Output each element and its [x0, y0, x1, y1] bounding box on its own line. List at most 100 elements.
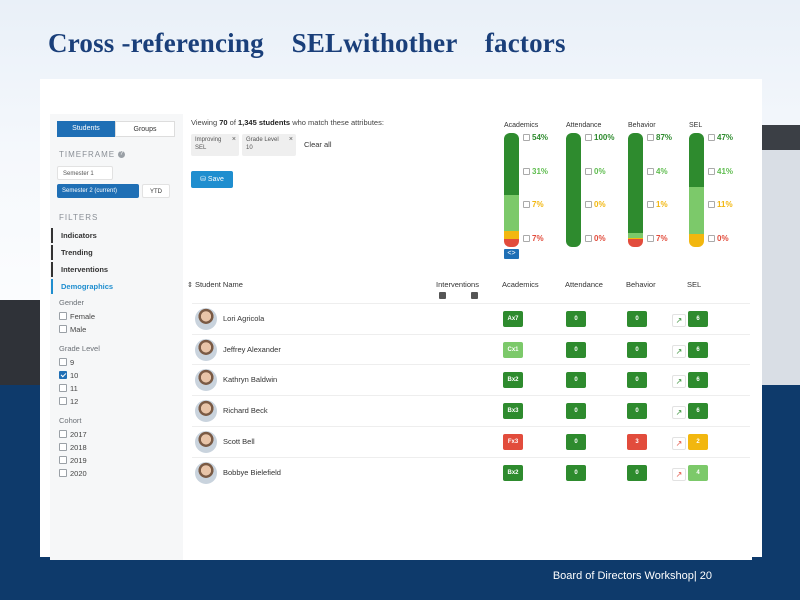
attendance-indicator[interactable]: 0 [566, 464, 586, 481]
filter-checkbox[interactable] [647, 134, 654, 141]
sel-indicator[interactable]: 6 [688, 403, 708, 420]
filter-interventions[interactable]: Interventions [51, 262, 181, 277]
table-row[interactable]: Bobbye Bielefield Bx2 0 0 ↗ 4 [192, 456, 750, 487]
filter-checkbox[interactable] [708, 235, 715, 242]
close-icon[interactable]: × [231, 136, 236, 143]
summary-percent-filter[interactable]: 0% [585, 200, 606, 210]
trend-arrow-icon[interactable]: ↗ [672, 375, 686, 389]
sel-indicator[interactable]: 4 [688, 464, 708, 481]
behavior-indicator[interactable]: 0 [627, 464, 647, 481]
cohort-2018-checkbox[interactable]: 2018 [59, 442, 87, 453]
attendance-header[interactable]: Attendance [565, 280, 603, 289]
bar-segment-red[interactable] [504, 238, 519, 247]
student-name-link[interactable]: Richard Beck [223, 406, 268, 416]
filter-checkbox[interactable] [647, 235, 654, 242]
sel-indicator[interactable]: 6 [688, 372, 708, 389]
student-name-link[interactable]: Scott Bell [223, 436, 255, 446]
table-row[interactable]: Lori Agricola Ax7 0 0 ↗ 6 [192, 303, 750, 333]
grade-10-checkbox[interactable]: 10 [59, 370, 78, 381]
table-row[interactable]: Scott Bell Fx3 0 3 ↗ 2 [192, 425, 750, 456]
bar-segment-yellow[interactable] [689, 234, 704, 247]
sel-indicator[interactable]: 2 [688, 433, 708, 450]
trend-arrow-icon[interactable]: ↗ [672, 406, 686, 420]
bar-segment-dark-green[interactable] [689, 133, 704, 188]
bar-segment-dark-green[interactable] [504, 133, 519, 196]
behavior-indicator[interactable]: 3 [627, 433, 647, 450]
summary-percent-filter[interactable]: 87% [647, 133, 672, 143]
save-button[interactable]: ⛁ Save [191, 171, 233, 188]
summary-percent-filter[interactable]: 0% [585, 234, 606, 244]
semester-2-option[interactable]: Semester 2 (current) [57, 184, 139, 198]
summary-percent-filter[interactable]: 4% [647, 167, 668, 177]
attendance-indicator[interactable]: 0 [566, 433, 586, 450]
attendance-indicator[interactable]: 0 [566, 341, 586, 358]
bar-segment-dark-green[interactable] [566, 133, 581, 247]
gender-female-checkbox[interactable]: Female [59, 311, 95, 322]
expand-icon[interactable]: <> [504, 249, 519, 259]
summary-stacked-bar[interactable] [689, 133, 704, 247]
filter-indicators[interactable]: Indicators [51, 228, 181, 243]
filter-demographics[interactable]: Demographics [51, 279, 181, 294]
filter-trending[interactable]: Trending [51, 245, 181, 260]
bar-segment-yellow[interactable] [504, 230, 519, 239]
filter-checkbox[interactable] [708, 168, 715, 175]
attendance-indicator[interactable]: 0 [566, 311, 586, 327]
filter-checkbox[interactable] [523, 201, 530, 208]
tab-students[interactable]: Students [57, 121, 115, 137]
summary-percent-filter[interactable]: 47% [708, 133, 733, 143]
clear-all-link[interactable]: Clear all [304, 140, 332, 149]
summary-stacked-bar[interactable] [504, 133, 519, 247]
filter-checkbox[interactable] [523, 134, 530, 141]
ytd-option[interactable]: YTD [142, 184, 170, 198]
summary-stacked-bar[interactable] [628, 133, 643, 247]
summary-percent-filter[interactable]: 31% [523, 167, 548, 177]
tab-groups[interactable]: Groups [115, 121, 175, 137]
close-icon[interactable]: × [288, 136, 293, 143]
filter-chip-improving[interactable]: Improving SEL × [191, 134, 239, 156]
bar-segment-yellow[interactable] [628, 237, 643, 239]
table-row[interactable]: Kathryn Baldwin Bx2 0 0 ↗ 6 [192, 364, 750, 394]
grade-11-checkbox[interactable]: 11 [59, 383, 78, 394]
filter-checkbox[interactable] [708, 134, 715, 141]
student-name-link[interactable]: Lori Agricola [223, 314, 265, 323]
bar-segment-red[interactable] [628, 238, 643, 247]
filter-checkbox[interactable] [585, 134, 592, 141]
sel-header[interactable]: SEL [687, 280, 702, 289]
summary-percent-filter[interactable]: 7% [647, 234, 668, 244]
filter-checkbox[interactable] [647, 201, 654, 208]
attendance-indicator[interactable]: 0 [566, 372, 586, 389]
academics-header[interactable]: Academics [502, 280, 539, 289]
academics-indicator[interactable]: Cx1 [503, 341, 523, 358]
filter-chip-grade-level[interactable]: Grade Level 10 × [242, 134, 296, 156]
filter-checkbox[interactable] [585, 168, 592, 175]
trend-arrow-icon[interactable]: ↗ [672, 436, 686, 450]
help-icon[interactable]: ? [118, 151, 126, 159]
academics-indicator[interactable]: Bx2 [503, 464, 523, 481]
trend-arrow-icon[interactable]: ↗ [672, 467, 686, 481]
student-name-link[interactable]: Kathryn Baldwin [223, 375, 278, 385]
table-row[interactable]: Jeffrey Alexander Cx1 0 0 ↗ 6 [192, 333, 750, 364]
bar-segment-dark-green[interactable] [628, 133, 643, 234]
attendance-indicator[interactable]: 0 [566, 403, 586, 420]
academics-indicator[interactable]: Bx3 [503, 403, 523, 420]
summary-percent-filter[interactable]: 0% [585, 167, 606, 177]
filter-checkbox[interactable] [647, 168, 654, 175]
bar-segment-light-green[interactable] [504, 195, 519, 231]
grade-9-checkbox[interactable]: 9 [59, 357, 74, 368]
summary-percent-filter[interactable]: 54% [523, 133, 548, 143]
student-name-link[interactable]: Bobbye Bielefield [223, 467, 281, 477]
cohort-2020-checkbox[interactable]: 2020 [59, 468, 87, 479]
bar-segment-light-green[interactable] [689, 187, 704, 235]
filter-checkbox[interactable] [585, 235, 592, 242]
academics-indicator[interactable]: Bx2 [503, 372, 523, 389]
filter-checkbox[interactable] [523, 168, 530, 175]
filter-checkbox[interactable] [585, 201, 592, 208]
summary-percent-filter[interactable]: 1% [647, 200, 668, 210]
semester-1-option[interactable]: Semester 1 [57, 166, 113, 180]
academics-indicator[interactable]: Ax7 [503, 311, 523, 327]
summary-percent-filter[interactable]: 0% [708, 234, 729, 244]
academics-indicator[interactable]: Fx3 [503, 433, 523, 450]
grade-12-checkbox[interactable]: 12 [59, 396, 78, 407]
behavior-header[interactable]: Behavior [626, 280, 656, 289]
summary-percent-filter[interactable]: 7% [523, 234, 544, 244]
